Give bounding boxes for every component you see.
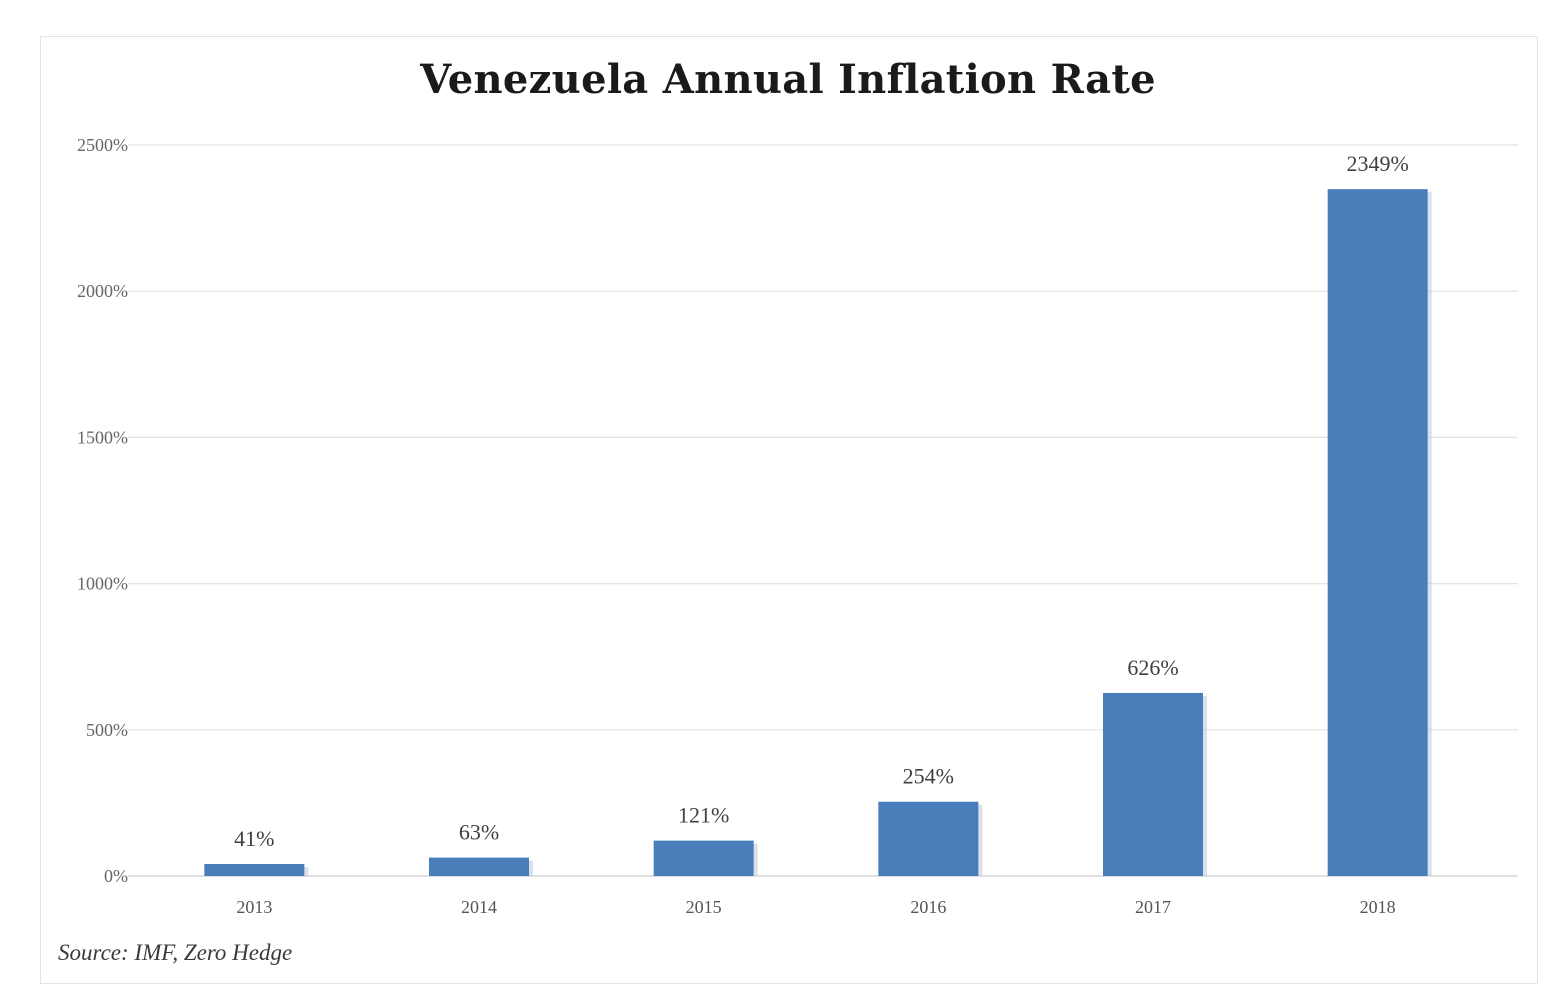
data-label-2015: 121% (678, 803, 729, 828)
x-tick-label: 2016 (910, 897, 946, 917)
x-tick-label: 2014 (461, 897, 497, 917)
bar-2016 (878, 801, 979, 876)
bar-2014 (429, 857, 529, 876)
bar-2018 (1327, 189, 1428, 876)
y-tick-label: 1500% (77, 427, 128, 447)
y-tick-label: 500% (86, 720, 128, 740)
data-label-2013: 41% (234, 826, 274, 851)
data-labels: 41% 63% 121% 254% 626% 2349% (234, 151, 1409, 851)
x-tick-label: 2018 (1360, 897, 1396, 917)
x-tick-label: 2017 (1135, 897, 1171, 917)
chart-title: Venezuela Annual Inflation Rate (420, 56, 1156, 103)
y-tick-label: 2000% (77, 281, 128, 301)
bar-2017 (1103, 692, 1203, 876)
data-label-2016: 254% (903, 764, 954, 789)
data-label-2017: 626% (1127, 655, 1178, 680)
y-axis-tick-labels: 0% 500% 1000% 1500% 2000% 2500% (77, 135, 128, 886)
bar-2013 (204, 864, 305, 876)
x-axis-tick-labels: 2013 2014 2015 2016 2017 2018 (236, 897, 1395, 917)
gridlines (128, 144, 1518, 877)
data-label-2014: 63% (459, 820, 499, 845)
y-tick-label: 1000% (77, 574, 128, 594)
y-tick-label: 2500% (77, 135, 128, 155)
chart-frame (40, 36, 1538, 984)
y-tick-label: 0% (104, 866, 128, 886)
bars (204, 189, 1432, 876)
source-note: Source: IMF, Zero Hedge (58, 940, 293, 965)
x-tick-label: 2015 (686, 897, 722, 917)
x-tick-label: 2013 (236, 897, 272, 917)
bar-2015 (653, 840, 754, 876)
data-label-2018: 2349% (1347, 151, 1409, 176)
